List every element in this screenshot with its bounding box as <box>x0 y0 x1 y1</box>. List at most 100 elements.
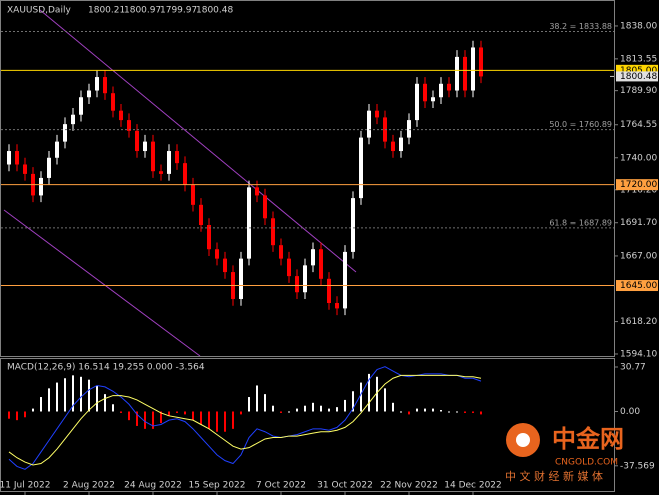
macd-histogram-bar <box>16 411 18 421</box>
macd-histogram-bar <box>176 411 178 413</box>
candle-body <box>127 120 131 131</box>
candle-body <box>311 249 315 266</box>
macd-histogram-bar <box>160 411 162 424</box>
macd-histogram-bar <box>288 411 290 413</box>
macd-histogram-bar <box>480 411 482 415</box>
macd-histogram-bar <box>264 394 266 412</box>
macd-histogram-bar <box>352 391 354 412</box>
candle-body <box>263 195 267 219</box>
macd-histogram-bar <box>64 378 66 412</box>
macd-histogram-bar <box>440 410 442 412</box>
price-level-box <box>616 64 658 76</box>
macd-histogram-bar <box>304 405 306 412</box>
x-tick-label: 15 Sep 2022 <box>188 481 245 491</box>
macd-histogram-bar <box>24 411 26 418</box>
macd-histogram-bar <box>328 408 330 412</box>
candle-body <box>407 120 411 138</box>
candle-body <box>399 137 403 152</box>
candle-body <box>343 251 347 309</box>
macd-histogram-bar <box>256 385 258 412</box>
x-tick-label: 7 Oct 2022 <box>256 481 306 491</box>
macd-histogram-bar <box>136 411 138 426</box>
y-tick-label: 1838.00 <box>620 21 657 31</box>
macd-histogram-bar <box>400 411 402 413</box>
macd-histogram-bar <box>272 405 274 412</box>
candle-body <box>183 163 187 185</box>
candle-body <box>71 114 75 125</box>
candle-body <box>79 97 83 115</box>
channel-line <box>39 9 357 273</box>
quote-value: 1800.48 <box>196 6 233 16</box>
candle-body <box>47 157 51 178</box>
macd-histogram-bar <box>432 408 434 412</box>
candle-body <box>239 258 243 299</box>
macd-histogram-bar <box>168 411 170 416</box>
macd-histogram-bar <box>240 411 242 415</box>
candle-body <box>255 187 259 196</box>
candle-body <box>87 90 91 98</box>
candle-body <box>7 151 11 165</box>
candle-body <box>39 177 43 196</box>
macd-histogram-bar <box>360 382 362 412</box>
y-tick-label: 1716.20 <box>620 185 657 195</box>
candle-body <box>335 303 339 309</box>
macd-histogram-bar <box>344 399 346 412</box>
macd-histogram-bar <box>112 404 114 412</box>
y-tick-label: 1789.90 <box>620 86 657 96</box>
macd-histogram-bar <box>96 385 98 412</box>
y-tick-label: 1691.70 <box>620 218 657 228</box>
fib-label: 61.8 = 1687.89 <box>549 218 612 227</box>
macd-histogram-bar <box>80 376 82 412</box>
candle-body <box>279 245 283 259</box>
x-tick-label: 2 Aug 2022 <box>63 481 115 491</box>
macd-histogram-bar <box>280 411 282 413</box>
price-level-label: 1645.00 <box>620 281 657 291</box>
macd-histogram-bar <box>8 411 10 419</box>
candle-body <box>319 249 323 279</box>
candle-body <box>327 278 331 304</box>
macd-histogram-bar <box>376 376 378 412</box>
candle-body <box>439 83 443 98</box>
macd-histogram-bar <box>224 411 226 432</box>
y-tick-label: 1740.00 <box>620 153 657 163</box>
candle-body <box>151 141 155 172</box>
x-tick-label: 24 Aug 2022 <box>124 481 182 491</box>
macd-histogram-bar <box>312 402 314 412</box>
candle-body <box>223 258 227 273</box>
macd-histogram-bar <box>144 411 146 429</box>
macd-histogram-bar <box>408 411 410 415</box>
macd-histogram-bar <box>464 411 466 413</box>
candle-body <box>159 171 163 174</box>
macd-histogram-bar <box>216 411 218 432</box>
candle-body <box>103 77 107 94</box>
macd-histogram-bar <box>368 373 370 412</box>
candle-body <box>479 47 483 77</box>
slogan: 中 文 财 经 新 媒 体 <box>505 469 603 483</box>
candle-body <box>447 83 451 91</box>
macd-histogram-bar <box>392 402 394 412</box>
x-tick-label: 14 Dec 2022 <box>444 481 502 491</box>
watermark: 中金网 CNGOLD.COM 中 文 财 经 新 媒 体 <box>505 423 624 483</box>
macd-histogram-bar <box>104 394 106 412</box>
macd-frame <box>0 358 615 492</box>
macd-histogram-bar <box>448 411 450 413</box>
candle-body <box>415 83 419 121</box>
price-level-box <box>616 280 658 292</box>
macd-histogram-bar <box>152 411 154 429</box>
macd-histogram-bar <box>200 411 202 425</box>
macd-histogram-bar <box>192 411 194 421</box>
candle-body <box>55 141 59 158</box>
macd-histogram-bar <box>320 405 322 412</box>
macd-histogram-bar <box>336 407 338 412</box>
macd-histogram-bar <box>88 379 90 412</box>
candle-body <box>431 97 435 102</box>
channel-line <box>3 209 201 357</box>
last-price-label: 1800.48 <box>620 72 657 82</box>
macd-histogram-bar <box>232 411 234 429</box>
candle-body <box>295 276 299 293</box>
candle-body <box>271 218 275 246</box>
y-tick-label: 1594.10 <box>620 349 657 359</box>
candle-body <box>199 204 203 226</box>
candle-body <box>15 151 19 165</box>
